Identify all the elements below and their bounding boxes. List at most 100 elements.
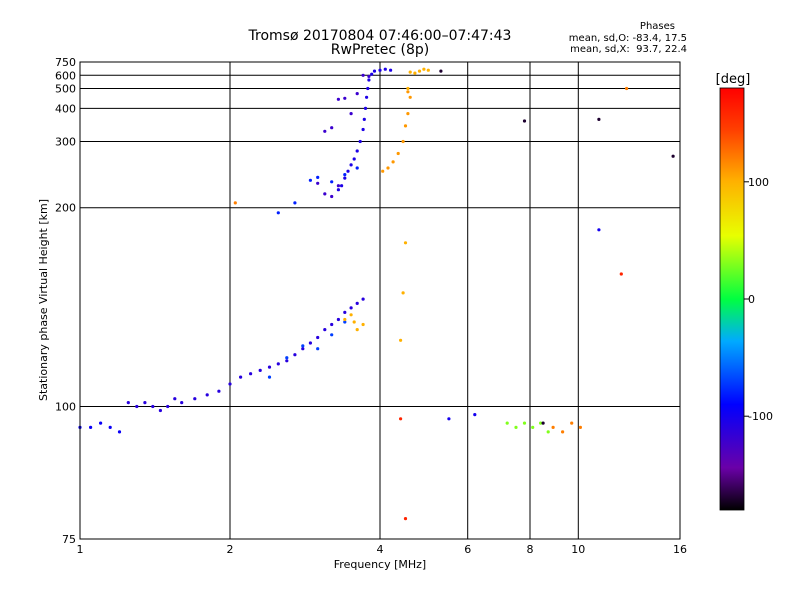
- data-point: [346, 169, 350, 173]
- data-point: [422, 67, 426, 71]
- data-point: [228, 382, 232, 386]
- data-point: [349, 112, 353, 116]
- data-point: [439, 69, 443, 73]
- data-point: [99, 421, 103, 425]
- data-point: [578, 425, 583, 429]
- data-point: [276, 362, 280, 366]
- data-point: [285, 356, 289, 360]
- data-point: [365, 95, 369, 99]
- data-point: [426, 68, 430, 72]
- data-point: [330, 194, 334, 199]
- data-point: [406, 90, 410, 94]
- data-point: [378, 68, 382, 72]
- x-tick-label: 4: [377, 543, 384, 556]
- data-point: [522, 119, 527, 123]
- data-point: [417, 69, 422, 73]
- data-point: [403, 241, 408, 245]
- data-point: [316, 347, 320, 351]
- data-point: [308, 178, 312, 182]
- data-points: [78, 67, 675, 521]
- data-point: [408, 95, 412, 99]
- colorbar-ticks: 100 0 -100: [744, 176, 773, 423]
- data-point: [366, 86, 370, 91]
- y-tick-label: 100: [55, 401, 76, 414]
- data-point: [361, 297, 365, 301]
- data-point: [330, 126, 334, 130]
- data-point: [447, 417, 451, 421]
- data-point: [355, 166, 359, 170]
- x-tick-label: 1: [77, 543, 84, 556]
- data-point: [173, 397, 177, 401]
- data-point: [355, 328, 359, 332]
- data-point: [597, 117, 601, 121]
- y-tick-label: 600: [55, 69, 76, 82]
- data-point: [301, 347, 305, 351]
- data-point: [166, 404, 170, 409]
- data-point: [625, 86, 629, 91]
- data-point: [323, 129, 327, 133]
- data-point: [239, 375, 243, 379]
- data-point: [267, 375, 272, 379]
- data-point: [406, 86, 410, 91]
- data-point: [349, 306, 353, 310]
- data-point: [135, 404, 139, 409]
- data-point: [293, 201, 297, 205]
- data-point: [370, 72, 374, 76]
- colorbar-tick-label: 100: [748, 176, 769, 189]
- data-point: [180, 401, 184, 405]
- data-point: [126, 401, 130, 405]
- data-point: [117, 430, 122, 434]
- data-point: [143, 401, 147, 405]
- data-point: [361, 322, 365, 327]
- data-point: [531, 425, 535, 429]
- x-tick-label: 6: [464, 543, 471, 556]
- data-point: [349, 313, 353, 317]
- data-point: [403, 124, 408, 128]
- data-point: [539, 421, 543, 425]
- data-point: [193, 397, 197, 401]
- data-point: [363, 106, 368, 110]
- data-point: [343, 317, 347, 322]
- data-point: [399, 417, 403, 421]
- data-point: [406, 112, 410, 116]
- data-point: [330, 180, 334, 184]
- data-point: [233, 201, 237, 205]
- data-point: [514, 425, 518, 429]
- data-point: [671, 154, 675, 158]
- data-point: [546, 430, 550, 434]
- data-point: [408, 70, 412, 74]
- data-point: [570, 421, 574, 425]
- data-point: [217, 389, 221, 393]
- data-point: [399, 338, 403, 342]
- data-point: [367, 78, 371, 82]
- data-point: [473, 413, 477, 417]
- y-tick-label: 750: [55, 56, 76, 69]
- x-tick-labels: 1 2 4 6 8 10 16: [77, 543, 688, 556]
- data-point: [352, 320, 356, 324]
- x-tick-label: 16: [673, 543, 687, 556]
- data-point: [349, 163, 353, 167]
- data-point: [330, 333, 334, 337]
- plot-frame: [79, 61, 681, 540]
- phase-colorbar: [719, 87, 745, 511]
- chart-subtitle: RwPretec (8p): [330, 42, 430, 58]
- data-point: [522, 421, 527, 425]
- data-point: [336, 317, 340, 322]
- chart-title: Tromsø 20170804 07:46:00–07:47:43: [248, 28, 512, 44]
- x-tick-label: 2: [227, 543, 234, 556]
- grid-lines: [80, 62, 680, 539]
- data-point: [383, 67, 387, 71]
- data-point: [340, 184, 344, 188]
- data-point: [330, 322, 334, 327]
- data-point: [267, 365, 272, 369]
- data-point: [343, 176, 347, 180]
- data-point: [336, 184, 340, 188]
- data-point: [108, 425, 112, 429]
- data-point: [293, 353, 297, 357]
- data-point: [386, 166, 390, 170]
- data-point: [361, 127, 365, 132]
- phase-stats-x: mean, sd,X: 93.7, 22.4: [570, 44, 687, 55]
- data-point: [561, 430, 565, 434]
- x-axis-label: Frequency [MHz]: [334, 558, 426, 571]
